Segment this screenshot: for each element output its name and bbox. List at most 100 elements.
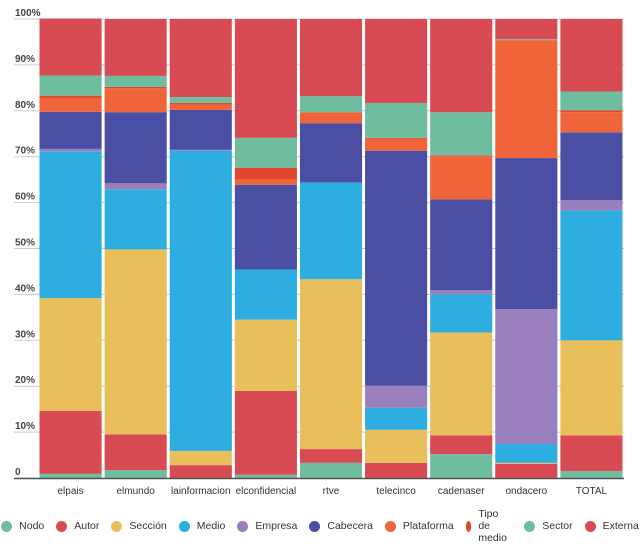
y-tick-label: 60% (15, 192, 35, 203)
y-tick-label: 90% (15, 54, 35, 65)
bar-stack-rtve (300, 19, 362, 478)
bar-segment-plataforma (430, 156, 492, 199)
bar-segment-nodo (235, 475, 297, 478)
bar-stack-elmundo (105, 19, 167, 478)
bar-segment-externa (170, 19, 232, 97)
legend-item-medio[interactable]: Medio (179, 520, 226, 532)
bar-segment-sector (300, 96, 362, 112)
legend-label: Externa (603, 520, 639, 532)
bar-segment-medio (560, 210, 622, 340)
legend-label: Tipo de medio (478, 508, 512, 544)
legend-item-empresa[interactable]: Empresa (237, 520, 297, 532)
bar-segment-plataforma (560, 112, 622, 132)
legend-label: Autor (74, 520, 99, 532)
bar-segment-sector (105, 76, 167, 87)
legend-item-tipo-de-medio[interactable]: Tipo de medio (466, 508, 513, 544)
legend-swatch-icon (524, 521, 535, 532)
bar-segment-cabecera (300, 123, 362, 182)
x-tick-label: elpais (57, 486, 83, 497)
legend-item-autor[interactable]: Autor (56, 520, 99, 532)
bar-stack-elpais (40, 19, 102, 478)
bar-segment-plataforma (365, 139, 427, 151)
y-tick-label: 100% (15, 8, 41, 19)
bar-segment-autor (495, 464, 557, 478)
legend-item-cabecera[interactable]: Cabecera (309, 520, 373, 532)
legend-swatch-icon (237, 521, 248, 532)
legend-label: Nodo (19, 520, 44, 532)
bar-segment-plataforma (495, 40, 557, 158)
y-axis: 010%20%30%40%50%60%70%80%90%100% (15, 8, 41, 478)
legend-swatch-icon (56, 521, 67, 532)
bar-segment-autor (365, 463, 427, 478)
bar-segment-medio (495, 444, 557, 463)
bar-segment-sección (430, 332, 492, 435)
bar-segment-nodo (430, 454, 492, 478)
legend-item-sección[interactable]: Sección (111, 520, 166, 532)
bar-stack-lainformacion (170, 19, 232, 478)
bar-segment-sector (495, 39, 557, 40)
bar-stack-telecinco (365, 19, 427, 478)
bar-segment-plataforma (300, 112, 362, 123)
bar-segment-sector (560, 92, 622, 111)
bar-segment-autor (235, 391, 297, 475)
legend-label: Medio (197, 520, 226, 532)
bar-segment-medio (365, 408, 427, 430)
bar-segment-sección (560, 340, 622, 435)
bar-stack-total (560, 19, 622, 478)
bar-segment-plataforma (170, 105, 232, 110)
bar-segment-autor (560, 435, 622, 471)
legend-swatch-icon (385, 521, 396, 532)
bar-segment-sector (235, 138, 297, 168)
bars (40, 19, 623, 478)
legend-swatch-icon (585, 521, 596, 532)
legend-label: Sector (542, 520, 572, 532)
y-tick-label: 70% (15, 146, 35, 157)
bar-segment-cabecera (365, 151, 427, 386)
legend-item-plataforma[interactable]: Plataforma (385, 520, 454, 532)
x-tick-label: telecinco (376, 486, 416, 497)
bar-segment-tipo-de-medio (365, 138, 427, 139)
legend-item-nodo[interactable]: Nodo (1, 520, 44, 532)
bar-segment-autor (170, 465, 232, 478)
legend-label: Cabecera (327, 520, 373, 532)
legend-label: Empresa (255, 520, 297, 532)
bar-segment-externa (235, 19, 297, 138)
bar-segment-medio (235, 270, 297, 320)
bar-segment-medio (105, 189, 167, 249)
bar-segment-cabecera (235, 185, 297, 270)
bar-segment-empresa (40, 149, 102, 151)
legend-swatch-icon (179, 521, 190, 532)
legend-swatch-icon (466, 521, 472, 532)
bar-stack-cadenaser (430, 19, 492, 478)
bar-segment-medio (300, 182, 362, 279)
x-tick-label: TOTAL (576, 486, 608, 497)
bar-segment-sección (365, 430, 427, 463)
legend-item-externa[interactable]: Externa (585, 520, 639, 532)
bar-segment-plataforma (235, 180, 297, 185)
legend-swatch-icon (1, 521, 12, 532)
bar-segment-sección (300, 279, 362, 449)
bar-segment-empresa (495, 309, 557, 444)
legend-swatch-icon (111, 521, 122, 532)
bar-segment-empresa (170, 150, 232, 151)
x-tick-label: rtve (323, 486, 340, 497)
bar-segment-plataforma (40, 98, 102, 112)
legend-label: Plataforma (403, 520, 454, 532)
y-tick-label: 40% (15, 283, 35, 294)
bar-segment-sector (365, 103, 427, 138)
x-tick-label: elmundo (116, 486, 155, 497)
bar-segment-nodo (105, 470, 167, 478)
x-tick-label: elconfidencial (236, 486, 297, 497)
bar-segment-empresa (560, 200, 622, 210)
x-tick-label: ondacero (505, 486, 547, 497)
bar-segment-sector (40, 75, 102, 95)
bar-segment-medio (170, 151, 232, 451)
legend-item-sector[interactable]: Sector (524, 520, 572, 532)
bar-segment-tipo-de-medio (105, 87, 167, 88)
bar-segment-externa (560, 19, 622, 91)
bar-segment-sección (40, 298, 102, 411)
bar-segment-cabecera (560, 132, 622, 200)
legend-label: Sección (129, 520, 166, 532)
